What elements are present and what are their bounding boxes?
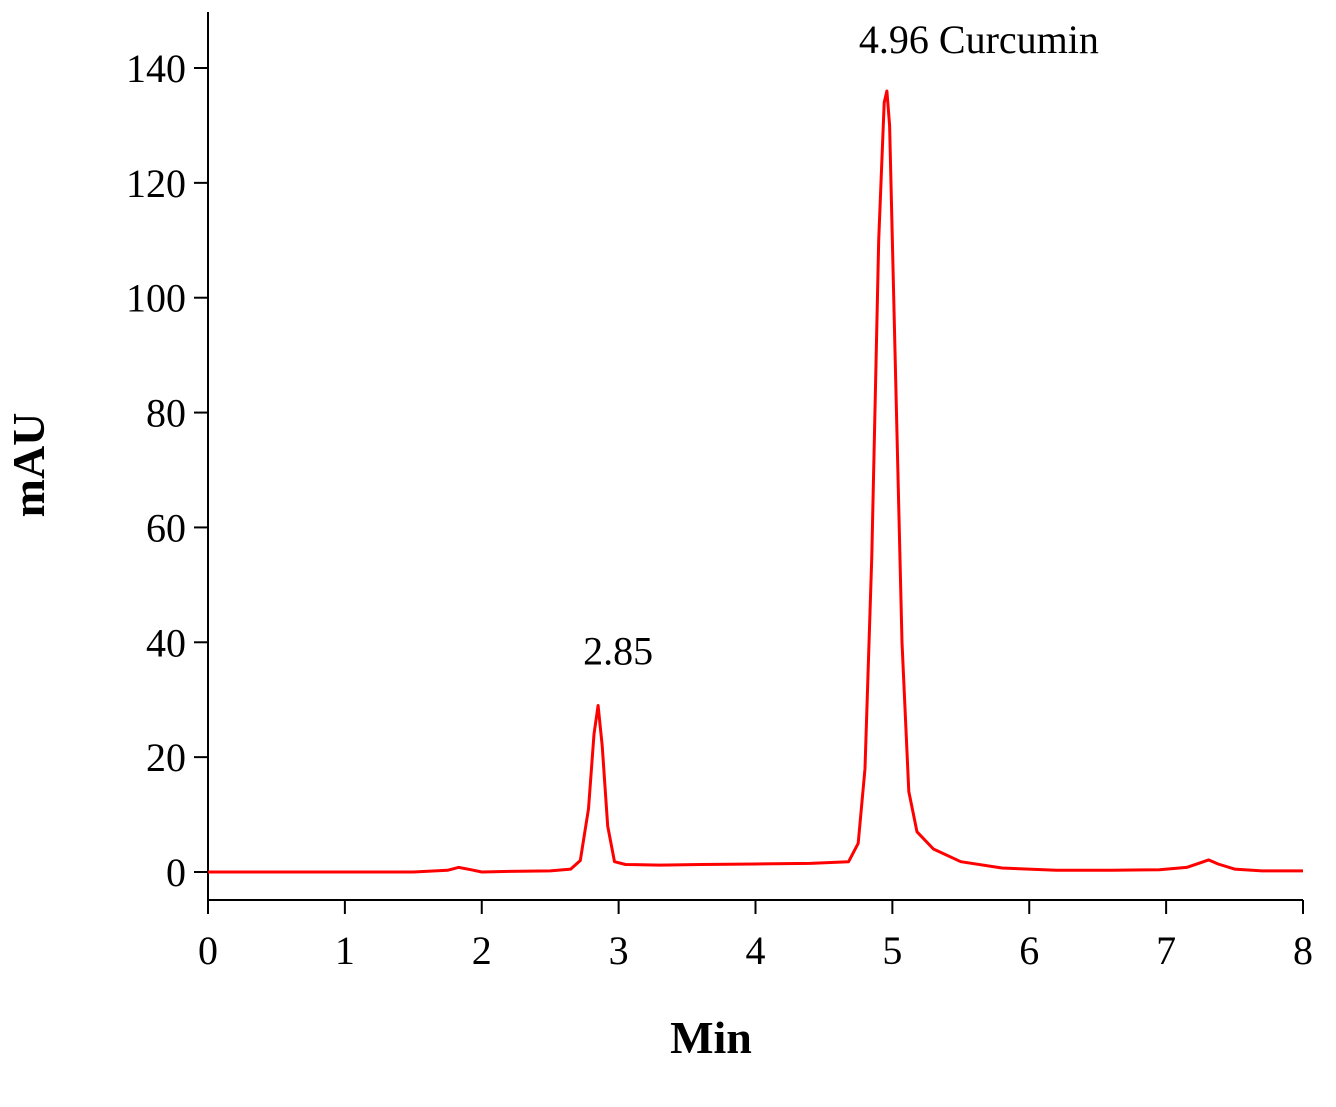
x-tick-label: 0 bbox=[198, 928, 218, 973]
axes-group bbox=[207, 12, 1303, 901]
x-tick-label: 5 bbox=[882, 928, 902, 973]
y-tick-label: 100 bbox=[126, 276, 186, 321]
annotations-group: 2.85 4.96 Curcumin bbox=[583, 17, 1099, 673]
x-tick-label: 6 bbox=[1019, 928, 1039, 973]
y-tick-label: 20 bbox=[146, 735, 186, 780]
series-group bbox=[208, 89, 1303, 874]
x-axis-title: Min bbox=[670, 1012, 752, 1063]
peak-annotation: 4.96 Curcumin bbox=[859, 17, 1099, 62]
x-tick-label: 3 bbox=[609, 928, 629, 973]
series-line bbox=[208, 89, 1303, 874]
y-tick-label: 120 bbox=[126, 161, 186, 206]
y-tick-label: 140 bbox=[126, 46, 186, 91]
y-tick-label: 80 bbox=[146, 391, 186, 436]
x-tick-label: 1 bbox=[335, 928, 355, 973]
peak-annotation: 2.85 bbox=[583, 628, 653, 673]
y-tick-label: 0 bbox=[166, 850, 186, 895]
y-axis-title: mAU bbox=[3, 413, 54, 518]
y-tick-label: 40 bbox=[146, 620, 186, 665]
y-tick-label: 60 bbox=[146, 505, 186, 550]
x-tick-label: 4 bbox=[746, 928, 766, 973]
x-tick-label: 8 bbox=[1293, 928, 1313, 973]
x-tick-label: 2 bbox=[472, 928, 492, 973]
x-tick-label: 7 bbox=[1156, 928, 1176, 973]
